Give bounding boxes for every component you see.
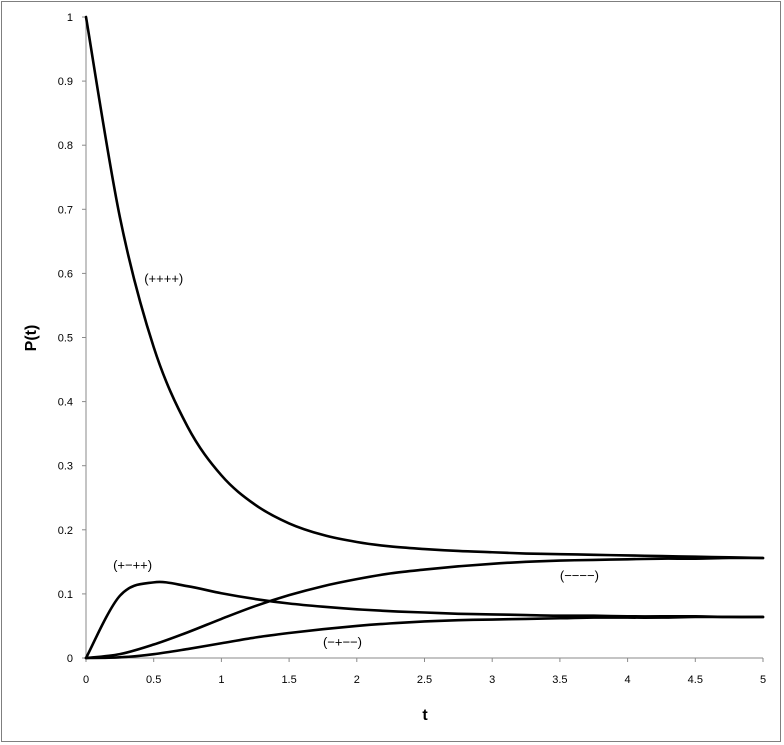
series-line-4 — [84, 615, 765, 660]
y-tick-label: 0.9 — [58, 76, 73, 88]
y-tick-label: 0.6 — [58, 268, 73, 280]
x-tick-label: 0.5 — [146, 674, 161, 686]
y-tick-label: 0.1 — [58, 589, 73, 601]
curve-annotations: (++++) (+−++) (−−−−) (−+−−) — [113, 271, 599, 649]
curve-label: (−+−−) — [323, 634, 362, 649]
series-line-3 — [84, 556, 765, 660]
curve-label: (++++) — [144, 271, 183, 286]
x-tick-label: 0 — [83, 674, 89, 686]
x-tick-label: 1 — [218, 674, 224, 686]
series-line-2 — [84, 580, 765, 660]
x-tick-label: 5 — [760, 674, 766, 686]
y-tick-label: 1 — [67, 12, 73, 24]
y-tick-label: 0.3 — [58, 461, 73, 473]
x-tick-label: 1.5 — [281, 674, 296, 686]
y-tick-label: 0.7 — [58, 204, 73, 216]
series-line-1 — [84, 15, 765, 560]
y-tick-label: 0 — [67, 653, 73, 665]
y-tick-label: 0.2 — [58, 525, 73, 537]
series-lines — [84, 15, 765, 660]
x-tick-label: 2.5 — [417, 674, 432, 686]
x-tick-label: 3 — [489, 674, 495, 686]
x-tick-label: 4.5 — [688, 674, 703, 686]
x-tick-label: 2 — [354, 674, 360, 686]
curve-label: (−−−−) — [560, 568, 599, 583]
x-tick-label: 3.5 — [552, 674, 567, 686]
curve-label: (+−++) — [113, 558, 152, 573]
y-tick-label: 0.4 — [58, 397, 73, 409]
x-axis-title: t — [422, 707, 428, 724]
y-axis-title: P(t) — [23, 325, 40, 352]
x-tick-label: 4 — [625, 674, 631, 686]
y-tick-label: 0.8 — [58, 140, 73, 152]
y-tick-label: 0.5 — [58, 333, 73, 345]
axis-ticks: 0 0.5 1 1.5 2 2.5 3 3.5 4 4.5 5 0 0.1 0.2 0.3 0.4 0.5 0.6… — [58, 12, 766, 686]
